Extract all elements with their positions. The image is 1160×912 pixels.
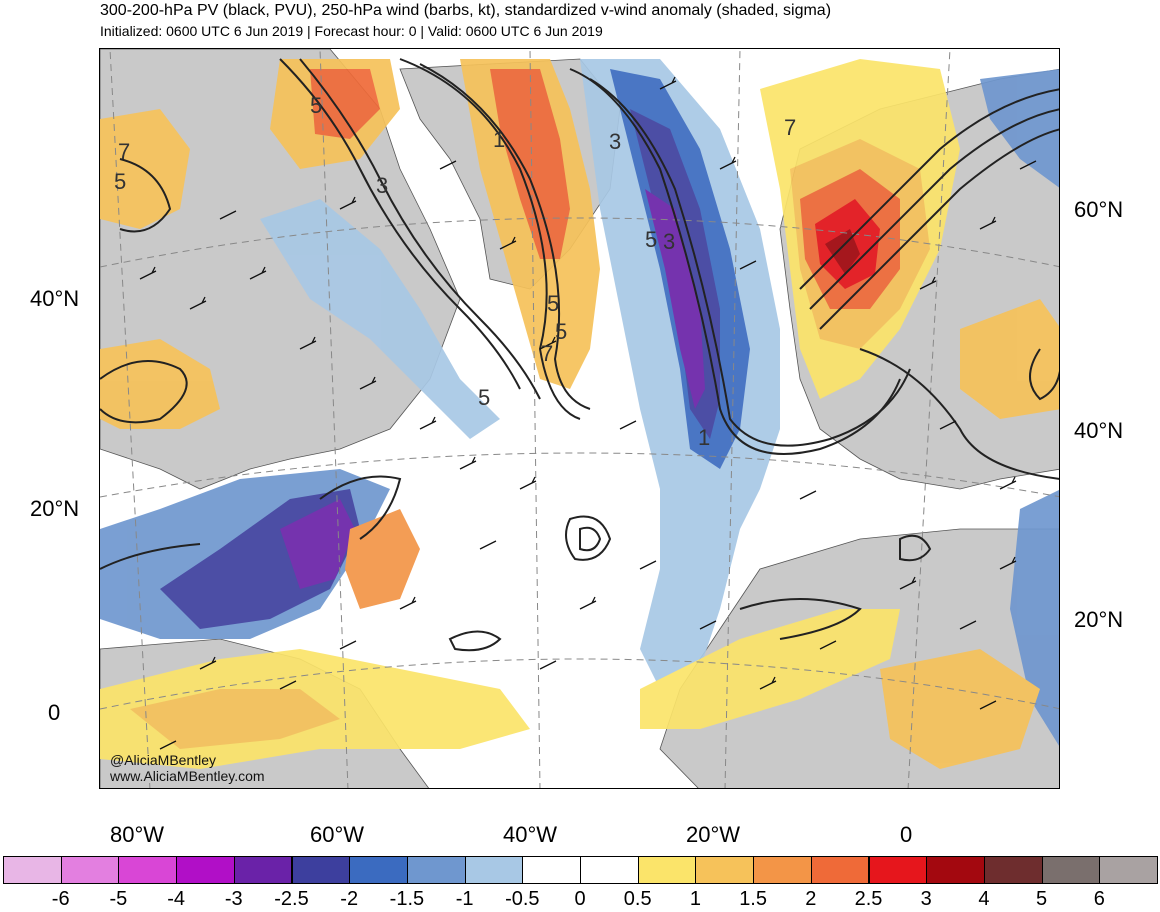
shade-neg-northwest: [260, 199, 500, 439]
contour-labels: 5 1 5 3 5 7 5 3 3 5 7 5 7 1: [114, 93, 796, 450]
lon-label: 40°W: [503, 822, 558, 847]
shade-neg-africa: [1010, 489, 1059, 746]
shade-neg-caribbean-3: [280, 499, 355, 589]
lon-label: 80°W: [110, 822, 165, 847]
colorbar-swatch: [522, 856, 581, 884]
shade-pos-africa: [640, 609, 900, 729]
colorbar-swatch: [291, 856, 351, 884]
contour-label: 5: [547, 291, 559, 316]
contour-label: 5: [555, 319, 567, 344]
lat-label-left: 40°N: [30, 286, 80, 311]
colorbar-label: -6: [51, 888, 70, 910]
contour-label: 5: [478, 385, 490, 410]
graticule: [100, 49, 1059, 788]
lat-label-right: 20°N: [1074, 607, 1124, 632]
shade-pos-canada-core: [310, 69, 380, 139]
colorbar-label: 1.5: [739, 888, 767, 910]
lat-label-left: 20°N: [30, 496, 80, 521]
colorbar-swatch: [3, 856, 62, 884]
contour-label: 1: [493, 127, 505, 152]
colorbar-label: 2.5: [854, 888, 883, 910]
colorbar-swatch: [983, 856, 1043, 884]
contour-label: 1: [698, 425, 710, 450]
colorbar-label: 6: [1093, 888, 1105, 910]
shade-pos-5: [825, 229, 860, 274]
lon-label: 20°W: [686, 822, 741, 847]
lat-label-right: 60°N: [1074, 197, 1124, 222]
colorbar-swatch: [1099, 856, 1158, 884]
shade-pos-south-america-core: [130, 689, 340, 749]
shade-pos-europe: [960, 299, 1059, 419]
colorbar-swatch: [60, 856, 120, 884]
colorbar-label: 0.5: [623, 888, 652, 910]
colorbar-swatch: [695, 856, 755, 884]
credit-website: www.AliciaMBentley.com: [110, 768, 265, 784]
colorbar-swatch: [810, 856, 870, 884]
colorbar-label: 2: [805, 888, 817, 910]
colorbar-label: -1.5: [389, 888, 425, 910]
contour-label: 5: [645, 227, 657, 252]
contour-label: 7: [784, 115, 796, 140]
colorbar-label: -3: [224, 888, 243, 910]
lat-label-left: 0: [48, 700, 61, 725]
credit-handle: @AliciaMBentley: [110, 752, 217, 768]
colorbar-swatch: [580, 856, 639, 884]
shade-neg-europe: [980, 69, 1059, 188]
colorbar-label: -0.5: [505, 888, 540, 910]
contour-label: 3: [663, 229, 675, 254]
colorbar-swatch: [464, 856, 524, 884]
contour-label: 3: [609, 129, 621, 154]
shade-pos-africa-east: [880, 649, 1040, 769]
colorbar-label: 0: [574, 888, 586, 910]
colorbar-swatch: [176, 856, 235, 884]
colorbar-label: -4: [167, 888, 185, 910]
colorbar-label: 5: [1036, 888, 1048, 910]
colorbar-swatch: [637, 856, 697, 884]
colorbar-swatch: [926, 856, 985, 884]
colorbar-swatch: [118, 856, 178, 884]
shade-neg-4: [645, 189, 705, 409]
contour-label: 3: [376, 173, 388, 198]
colorbar-swatch: [868, 856, 928, 884]
map-title: 300-200-hPa PV (black, PVU), 250-hPa win…: [100, 2, 832, 19]
colorbar-label: -2: [340, 888, 359, 910]
contour-label: 5: [114, 169, 126, 194]
shade-pos-usa: [100, 339, 220, 429]
colorbar-swatch: [349, 856, 408, 884]
shade-pos-greenland-core: [490, 69, 570, 259]
lon-label: 0: [900, 822, 913, 847]
lon-label: 60°W: [310, 822, 365, 847]
contour-label: 5: [310, 93, 322, 118]
wind-barbs: [139, 76, 1037, 750]
contour-label: 7: [118, 139, 130, 164]
colorbar-swatch: [233, 856, 293, 884]
colorbar-label: 3: [920, 888, 932, 910]
colorbar-label: 4: [978, 888, 990, 910]
weather-map: 5 1 5 3 5 7 5 3 3 5 7 5 7 1: [99, 48, 1060, 789]
map-subtitle: Initialized: 0600 UTC 6 Jun 2019 | Forec…: [100, 23, 603, 39]
colorbar-swatch: [1041, 856, 1101, 884]
shade-pos-caribbean: [345, 509, 420, 609]
colorbar-label: 1: [689, 888, 701, 910]
lat-label-right: 40°N: [1074, 418, 1124, 443]
colorbar-swatch: [753, 856, 812, 884]
colorbar-label: -1: [455, 888, 474, 910]
colorbar-label: -2.5: [274, 888, 309, 910]
pv-contours: [100, 58, 1059, 652]
colorbar-label: -5: [109, 888, 128, 910]
colorbar-swatch: [406, 856, 466, 884]
anomaly-shading: [100, 59, 1059, 769]
contour-label: 7: [541, 341, 553, 366]
